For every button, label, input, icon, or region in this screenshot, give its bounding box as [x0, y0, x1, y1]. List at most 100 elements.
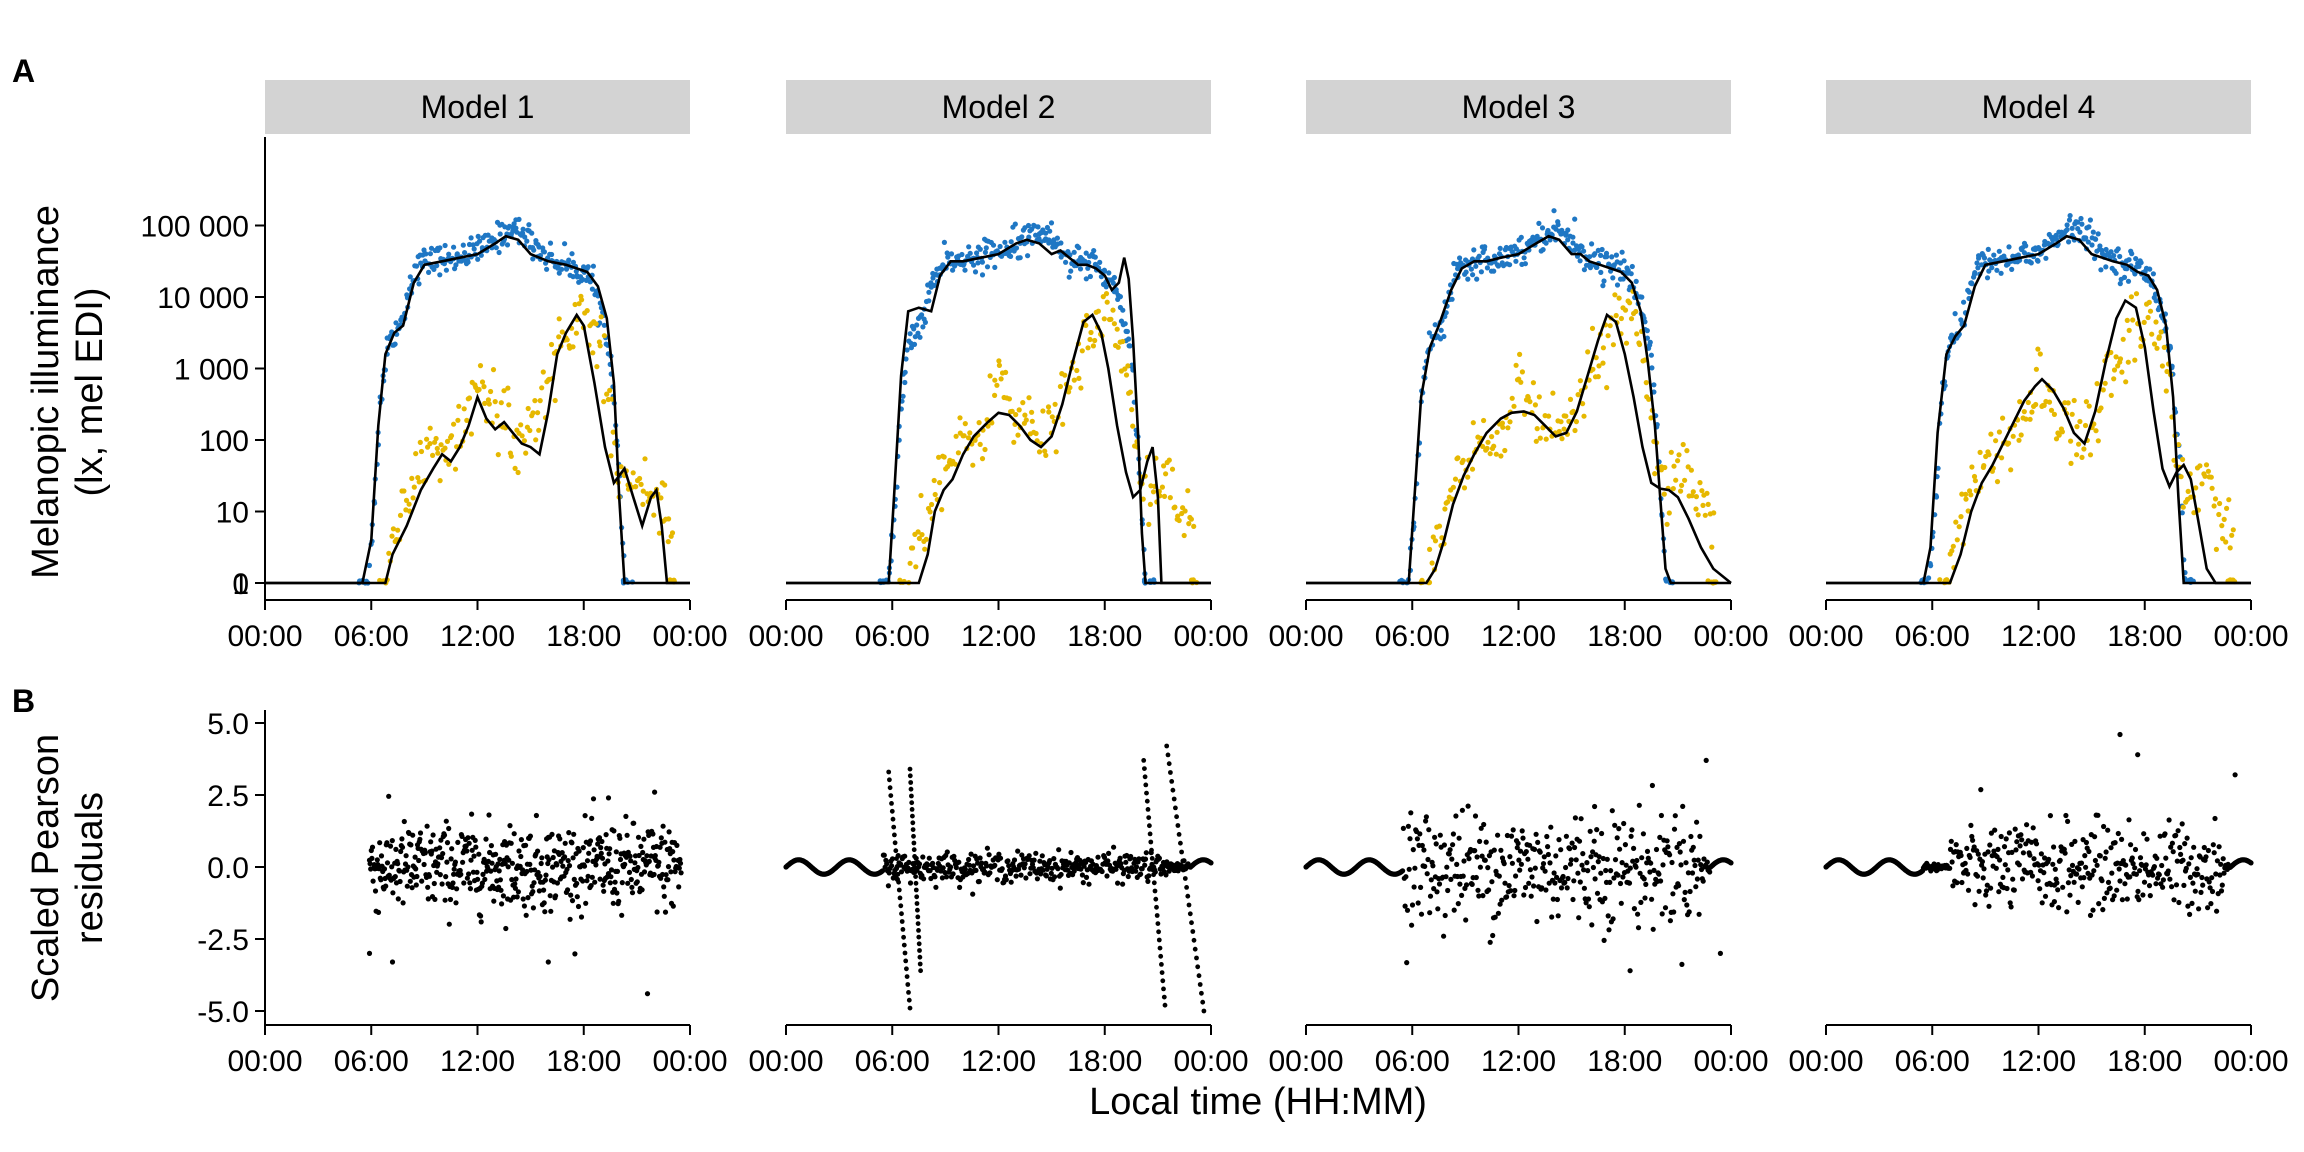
data-point-yellow — [2068, 438, 2074, 444]
data-point-yellow — [1676, 452, 1682, 458]
residual-point — [2189, 900, 2195, 907]
residual-point — [2083, 864, 2089, 870]
data-point-blue — [1600, 283, 1606, 289]
data-point-yellow — [2123, 379, 2129, 385]
data-point-yellow — [2223, 539, 2229, 545]
data-point-yellow — [638, 481, 644, 487]
residual-point — [987, 870, 993, 876]
data-point-yellow — [962, 421, 968, 427]
residual-point — [1980, 875, 1986, 881]
residual-point — [549, 831, 555, 838]
y-tick-label-a: 10 — [216, 497, 249, 530]
data-point-yellow — [403, 497, 410, 503]
data-point-yellow — [2074, 424, 2080, 430]
data-point-blue — [2077, 229, 2083, 235]
data-point-yellow — [2216, 511, 2222, 518]
residual-point — [1421, 847, 1427, 853]
data-point-blue — [2085, 239, 2091, 245]
residual-point — [1674, 844, 1680, 851]
residual-point — [1641, 876, 1647, 882]
residual-point — [1682, 889, 1688, 896]
data-point-blue — [423, 251, 429, 257]
residual-point — [638, 843, 644, 850]
residual-point — [1460, 873, 1466, 879]
residual-point — [2171, 897, 2177, 903]
residual-point — [1964, 845, 1970, 852]
data-point-yellow — [1465, 474, 1471, 480]
data-point-yellow — [2149, 331, 2155, 337]
residual-point — [1417, 831, 1423, 837]
data-point-yellow — [608, 453, 614, 459]
residual-point — [479, 880, 485, 886]
data-point-blue — [1543, 240, 1549, 246]
residual-point — [387, 843, 394, 849]
data-point-yellow — [1711, 510, 1717, 516]
data-point-blue — [1625, 267, 1631, 273]
residual-spike-point — [900, 927, 906, 932]
residual-point — [1441, 842, 1447, 848]
data-point-yellow — [2126, 327, 2132, 333]
data-point-blue — [2006, 244, 2012, 250]
data-point-yellow — [1450, 484, 1456, 490]
data-point-yellow — [1956, 524, 1962, 530]
data-point-blue — [1994, 267, 2000, 273]
data-point-blue — [1648, 352, 1654, 358]
data-point-blue — [513, 225, 519, 231]
residual-point — [565, 887, 571, 893]
residual-point — [902, 853, 908, 859]
residual-point — [646, 832, 652, 839]
data-point-yellow — [1087, 336, 1093, 343]
residual-point — [1026, 853, 1032, 859]
residual-spike-point — [908, 780, 914, 785]
residual-point — [449, 846, 455, 852]
residual-point — [966, 862, 973, 868]
residual-point — [2075, 899, 2081, 906]
residual-point — [598, 845, 604, 851]
data-point-blue — [1077, 266, 1084, 272]
x-tick-label-b: 06:00 — [1375, 1045, 1450, 1078]
data-point-blue — [1047, 228, 1053, 234]
data-point-yellow — [1623, 340, 1630, 346]
residual-point — [2063, 812, 2069, 819]
data-point-yellow — [576, 301, 582, 307]
data-point-yellow — [1006, 396, 1013, 402]
residual-point — [599, 838, 605, 845]
residual-point — [1617, 846, 1623, 852]
data-point-yellow — [1172, 504, 1178, 510]
data-point-yellow — [1095, 308, 1101, 314]
residual-point — [1608, 868, 1614, 874]
residual-point — [619, 880, 625, 886]
data-point-yellow — [1680, 441, 1686, 448]
residual-point — [2029, 873, 2035, 879]
residual-point — [1567, 861, 1574, 867]
residual-point — [1504, 832, 1510, 839]
residual-spike-point — [1190, 929, 1196, 934]
facet-strip — [265, 80, 690, 134]
data-point-yellow — [2133, 291, 2140, 297]
data-point-yellow — [1996, 429, 2002, 435]
data-point-yellow — [1573, 419, 1579, 425]
data-point-yellow — [410, 495, 416, 501]
residual-point — [1686, 909, 1692, 915]
residual-point — [437, 845, 443, 851]
residual-outlier — [2232, 772, 2238, 778]
residual-point — [2192, 888, 2198, 894]
data-point-yellow — [989, 420, 995, 426]
residual-point — [1033, 850, 1039, 856]
residual-point — [2037, 886, 2043, 892]
residual-point — [496, 868, 502, 874]
data-point-yellow — [1452, 476, 1459, 482]
data-point-blue — [1076, 245, 1082, 251]
residual-point — [1463, 917, 1469, 923]
data-point-yellow — [1067, 385, 1073, 391]
data-point-blue — [416, 281, 422, 287]
residual-point — [1634, 857, 1640, 864]
residual-point — [1953, 842, 1959, 848]
y-tick-label-a: 100 000 — [141, 211, 249, 244]
residual-spike-point — [889, 801, 894, 806]
residual-point — [530, 905, 537, 911]
residual-outlier — [2135, 752, 2141, 758]
residual-point — [1521, 892, 1527, 898]
data-point-blue — [1071, 249, 1077, 255]
residual-point — [1564, 885, 1570, 891]
